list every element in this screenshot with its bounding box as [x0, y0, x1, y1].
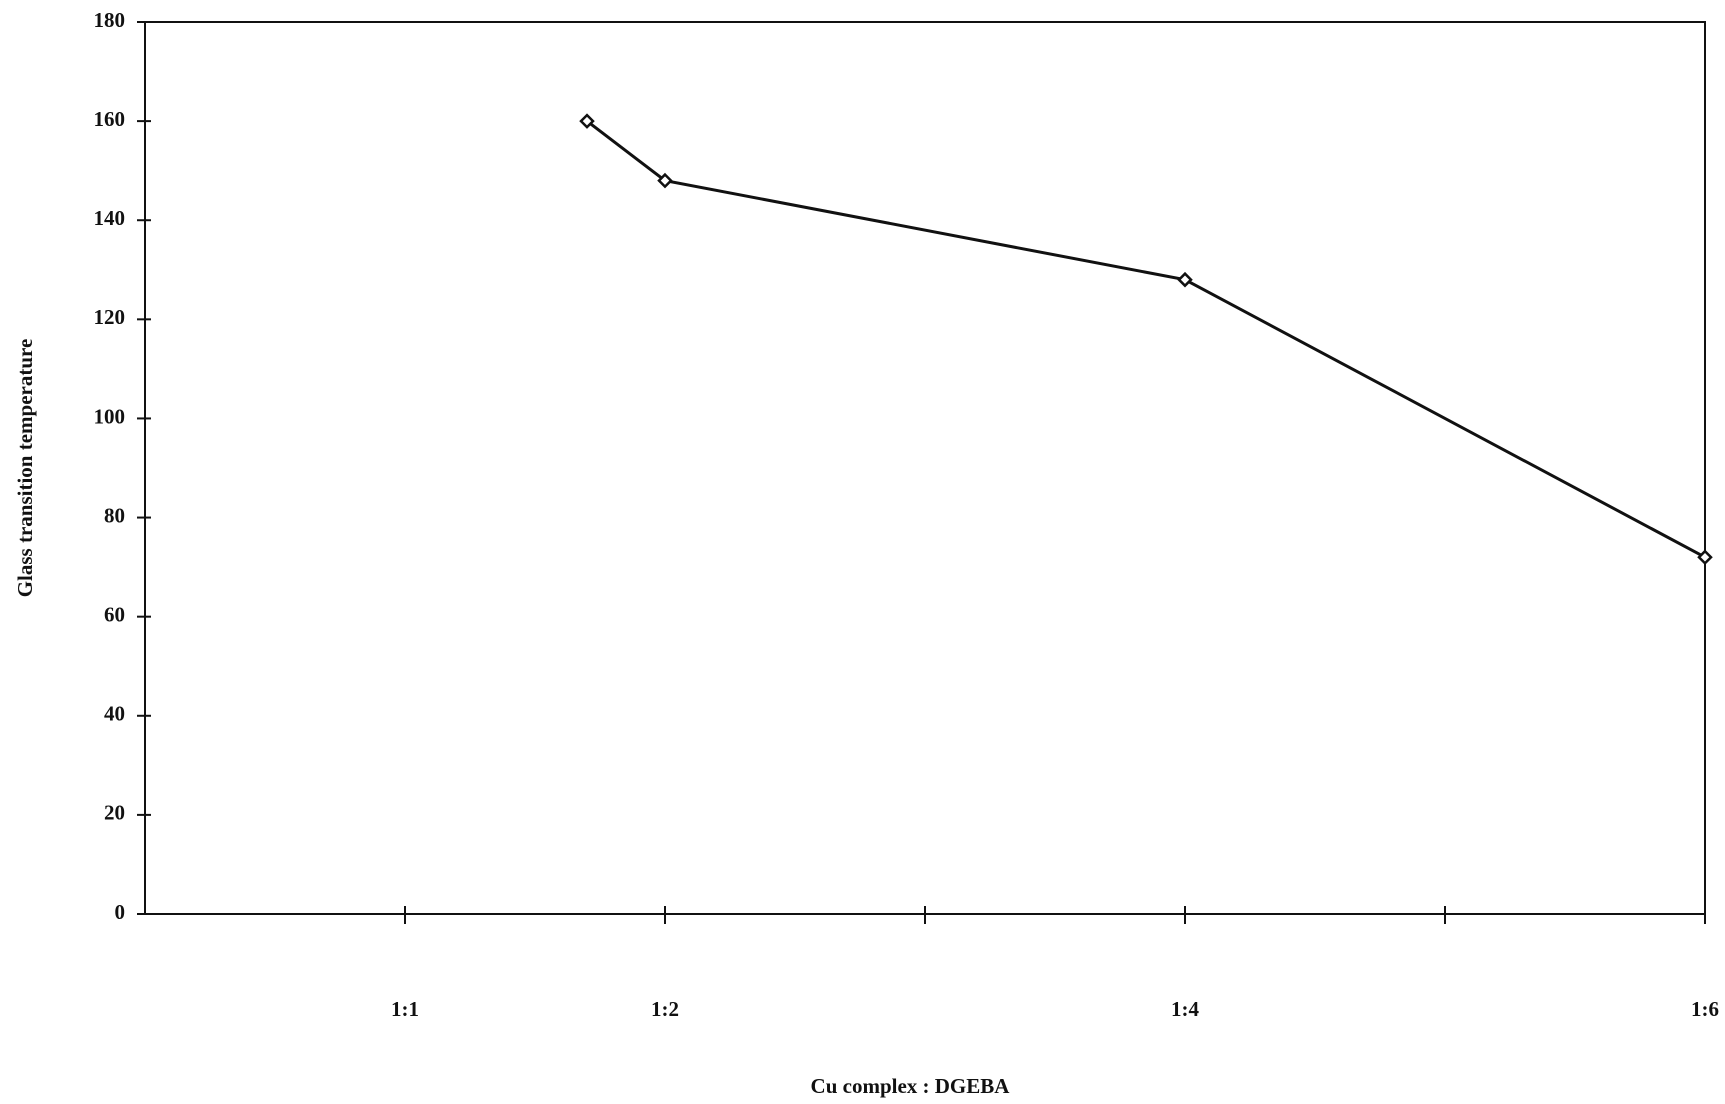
y-axis-label: Glass transition temperature — [13, 339, 37, 598]
data-point — [1699, 551, 1711, 563]
x-tick-label: 1:1 — [391, 997, 419, 1021]
y-tick-label: 20 — [104, 801, 125, 825]
x-tick-label: 1:4 — [1171, 997, 1199, 1021]
y-tick-label: 100 — [94, 404, 126, 428]
chart: Glass transition temperature Cu complex … — [0, 0, 1725, 1104]
plot-frame — [145, 22, 1705, 914]
data-point — [1179, 274, 1191, 286]
x-tick-label: 1:2 — [651, 997, 679, 1021]
x-tick-label: 1:6 — [1691, 997, 1719, 1021]
y-tick-label: 180 — [94, 8, 126, 32]
y-tick-label: 140 — [94, 206, 126, 230]
x-axis-label: Cu complex : DGEBA — [811, 1074, 1011, 1098]
series-line — [587, 121, 1705, 557]
y-tick-label: 60 — [104, 602, 125, 626]
y-tick-label: 160 — [94, 107, 126, 131]
y-tick-label: 120 — [94, 305, 126, 329]
y-tick-label: 80 — [104, 503, 125, 527]
y-tick-label: 40 — [104, 702, 125, 726]
y-tick-label: 0 — [115, 900, 126, 924]
